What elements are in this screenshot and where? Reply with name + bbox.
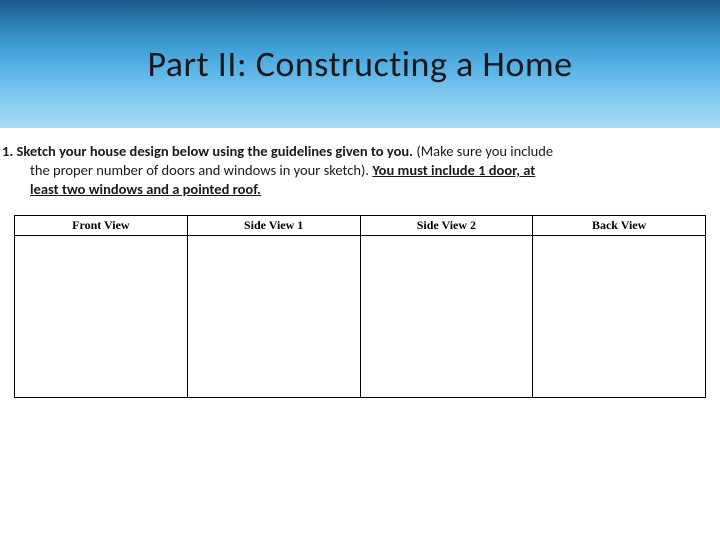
col-side-view-2: Side View 2 (360, 215, 533, 235)
table-row (15, 235, 706, 397)
instruction-line3: least two windows and a pointed roof. (2, 180, 720, 199)
views-table: Front View Side View 1 Side View 2 Back … (14, 215, 706, 398)
cell-front-view (15, 235, 188, 397)
col-back-view: Back View (533, 215, 706, 235)
instruction-text: 1. Sketch your house design below using … (0, 128, 720, 209)
instruction-lead: Sketch your house design below using the… (17, 142, 414, 160)
instruction-line2-plain: the proper number of doors and windows i… (30, 161, 372, 179)
table-header-row: Front View Side View 1 Side View 2 Back … (15, 215, 706, 235)
instruction-tail: (Make sure you include (413, 142, 553, 160)
slide-title: Part II: Constructing a Home (147, 42, 572, 86)
cell-side-view-2 (360, 235, 533, 397)
col-front-view: Front View (15, 215, 188, 235)
instruction-line2: the proper number of doors and windows i… (2, 161, 720, 180)
title-banner: Part II: Constructing a Home (0, 0, 720, 128)
instruction-must-2: least two windows and a pointed roof. (30, 180, 261, 198)
col-side-view-1: Side View 1 (187, 215, 360, 235)
instruction-number: 1. (2, 142, 13, 160)
cell-back-view (533, 235, 706, 397)
views-table-wrap: Front View Side View 1 Side View 2 Back … (0, 209, 720, 398)
instruction-must-1: You must include 1 door, at (372, 161, 535, 179)
cell-side-view-1 (187, 235, 360, 397)
